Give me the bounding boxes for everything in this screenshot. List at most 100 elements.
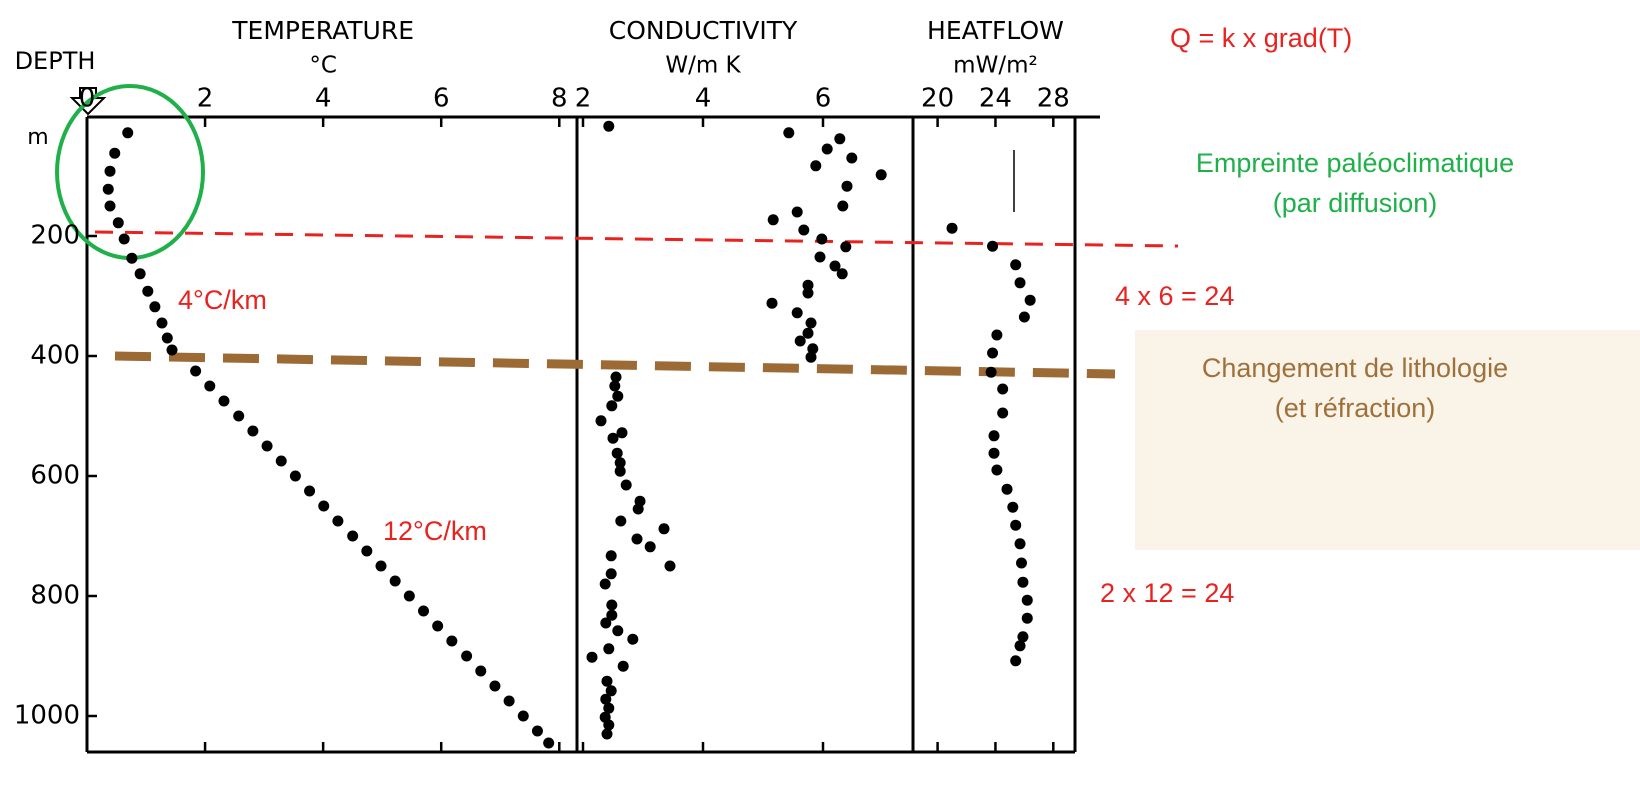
data-point (989, 448, 1000, 459)
data-point (1010, 655, 1021, 666)
data-point (475, 666, 486, 677)
data-point (606, 550, 617, 561)
data-point (603, 121, 614, 132)
data-point (846, 153, 857, 164)
y-axis-title: DEPTH (15, 47, 96, 75)
data-point (103, 184, 114, 195)
y-tick-label: 600 (30, 461, 80, 491)
data-point (834, 133, 845, 144)
data-point (1015, 277, 1026, 288)
x-tick-label: 20 (921, 84, 954, 114)
data-point (418, 606, 429, 617)
data-point (1015, 640, 1026, 651)
data-point (1016, 558, 1027, 569)
data-point (461, 651, 472, 662)
data-point (1015, 538, 1026, 549)
data-point (816, 234, 827, 245)
data-point (543, 738, 554, 749)
data-point (600, 579, 611, 590)
data-point (806, 318, 817, 329)
data-point (987, 348, 998, 359)
x-tick-label: 24 (979, 84, 1012, 114)
data-point (1010, 259, 1021, 270)
data-point (792, 207, 803, 218)
data-point (1019, 312, 1030, 323)
data-point (612, 391, 623, 402)
data-point (837, 201, 848, 212)
x-tick-label: 6 (433, 84, 450, 114)
annotation: 4°C/km (178, 285, 267, 315)
data-point (783, 127, 794, 138)
data-point (376, 561, 387, 572)
data-point (587, 652, 598, 663)
data-point (659, 523, 670, 534)
data-point (606, 600, 617, 611)
data-point (1022, 613, 1033, 624)
data-point (840, 241, 851, 252)
data-point (991, 465, 1002, 476)
data-point (361, 546, 372, 557)
data-point (627, 634, 638, 645)
data-point (596, 415, 607, 426)
x-tick-label: 0 (79, 84, 96, 114)
annotation: 2 x 12 = 24 (1100, 578, 1234, 608)
data-point (606, 568, 617, 579)
data-point (105, 166, 116, 177)
data-point (190, 366, 201, 377)
data-point (633, 504, 644, 515)
annotation: 4 x 6 = 24 (1115, 281, 1234, 311)
data-point (262, 441, 273, 452)
y-tick-label: 200 (30, 221, 80, 251)
data-point (105, 201, 116, 212)
data-point (632, 534, 643, 545)
data-point (615, 466, 626, 477)
data-point (600, 618, 611, 629)
data-point (602, 729, 613, 740)
data-point (767, 298, 778, 309)
data-point (603, 643, 614, 654)
data-point (989, 430, 1000, 441)
y-tick-label: 400 (30, 341, 80, 371)
x-axis-unit: mW/m² (953, 53, 1038, 79)
data-point (290, 471, 301, 482)
annotation: Q = k x grad(T) (1170, 23, 1352, 53)
data-point (997, 384, 1008, 395)
data-point (822, 144, 833, 155)
data-point (947, 223, 958, 234)
x-tick-label: 2 (197, 84, 214, 114)
data-point (612, 448, 623, 459)
x-tick-label: 2 (575, 84, 592, 114)
annotation: (et réfraction) (1275, 393, 1436, 423)
data-point (204, 381, 215, 392)
data-point (332, 516, 343, 527)
data-point (304, 486, 315, 497)
dashed-line (95, 232, 1178, 246)
data-point (1017, 577, 1028, 588)
y-tick-label: 1000 (14, 701, 80, 731)
data-point (233, 411, 244, 422)
x-tick-label: 28 (1037, 84, 1070, 114)
data-point (803, 328, 814, 339)
data-point (135, 268, 146, 279)
data-point (318, 501, 329, 512)
data-point (247, 426, 258, 437)
data-point (432, 621, 443, 632)
data-point (842, 181, 853, 192)
data-point (986, 367, 997, 378)
data-point (798, 225, 809, 236)
data-point (645, 541, 656, 552)
data-point (606, 400, 617, 411)
data-point (504, 696, 515, 707)
data-point (810, 160, 821, 171)
data-point (119, 234, 130, 245)
x-tick-label: 6 (815, 84, 832, 114)
data-point (1007, 502, 1018, 513)
annotation: (par diffusion) (1273, 188, 1438, 218)
data-point (149, 301, 160, 312)
x-tick-label: 4 (695, 84, 712, 114)
data-point (156, 318, 167, 329)
data-point (1025, 295, 1036, 306)
data-point (390, 576, 401, 587)
data-point (126, 253, 137, 264)
y-axis-unit: m (27, 125, 48, 150)
